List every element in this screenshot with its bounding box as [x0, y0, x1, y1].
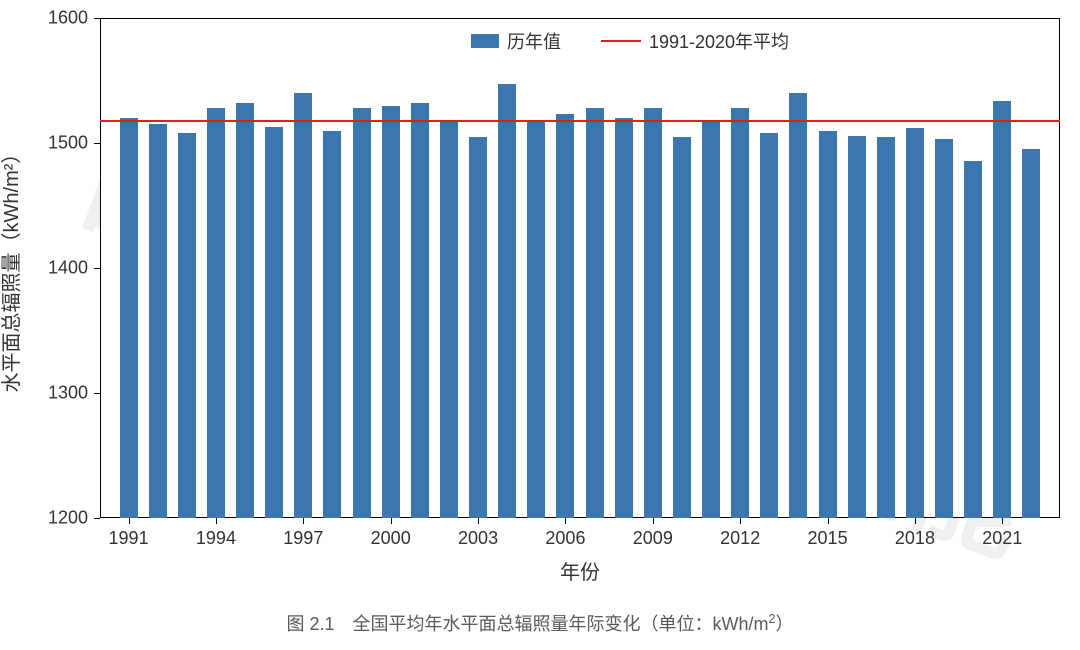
bar [411, 103, 429, 518]
reference-line [100, 120, 1060, 122]
x-tick [303, 518, 304, 524]
plot-border-right [1059, 18, 1060, 518]
bar [702, 121, 720, 519]
x-tick-label: 1994 [196, 528, 236, 549]
bar [469, 137, 487, 518]
bar [819, 131, 837, 519]
x-tick-label: 2003 [458, 528, 498, 549]
bar [760, 133, 778, 518]
y-tick [94, 393, 100, 394]
x-tick-label: 2012 [720, 528, 760, 549]
bar [498, 84, 516, 518]
x-tick-label: 2021 [982, 528, 1022, 549]
plot-area [100, 18, 1060, 518]
y-tick [94, 268, 100, 269]
bar [1022, 149, 1040, 518]
bar [906, 128, 924, 518]
bar [207, 108, 225, 518]
figure-caption: 图 2.1 全国平均年水平面总辐照量年际变化（单位：kWh/m2） [286, 610, 793, 636]
legend-item-bar: 历年值 [471, 28, 561, 54]
caption-prefix: 图 2.1 全国平均年水平面总辐照量年际变化（单位：kWh/m [286, 614, 768, 634]
bar [615, 118, 633, 518]
x-tick [216, 518, 217, 524]
bar [178, 133, 196, 518]
bar [935, 139, 953, 518]
plot-border-left [100, 18, 101, 518]
legend-line-label: 1991-2020年平均 [649, 28, 789, 54]
x-tick [740, 518, 741, 524]
x-tick [391, 518, 392, 524]
y-tick-label: 1200 [0, 508, 88, 529]
bar [382, 106, 400, 519]
bar [789, 93, 807, 518]
x-tick [478, 518, 479, 524]
x-tick-label: 2015 [808, 528, 848, 549]
x-tick-label: 2006 [545, 528, 585, 549]
bar [527, 121, 545, 519]
bar [149, 124, 167, 518]
x-tick-label: 1991 [109, 528, 149, 549]
y-tick [94, 518, 100, 519]
y-axis-title: 水平面总辐照量（kWh/m²） [0, 144, 24, 393]
bar [964, 161, 982, 519]
bar [440, 121, 458, 519]
legend: 历年值 1991-2020年平均 [471, 28, 789, 54]
y-tick [94, 18, 100, 19]
chart-container: 国气象局风能太阳能 12001300140015001600 水平面总辐照量（k… [0, 0, 1080, 650]
bar [848, 136, 866, 519]
legend-swatch-line [601, 40, 641, 42]
x-tick-label: 1997 [283, 528, 323, 549]
x-tick [653, 518, 654, 524]
y-tick [94, 143, 100, 144]
caption-suffix: ） [776, 614, 794, 634]
bar [294, 93, 312, 518]
bar [353, 108, 371, 518]
bar [265, 127, 283, 518]
y-tick-label: 1600 [0, 8, 88, 29]
bar [556, 114, 574, 518]
x-tick [565, 518, 566, 524]
x-tick-label: 2018 [895, 528, 935, 549]
bar [877, 137, 895, 518]
bar [644, 108, 662, 518]
x-tick [1002, 518, 1003, 524]
x-tick [915, 518, 916, 524]
x-tick [129, 518, 130, 524]
bar [120, 118, 138, 518]
x-tick [828, 518, 829, 524]
x-tick-label: 2000 [371, 528, 411, 549]
bar [586, 108, 604, 518]
legend-swatch-bar [471, 34, 499, 48]
bar [236, 103, 254, 518]
legend-item-line: 1991-2020年平均 [601, 28, 789, 54]
x-axis-title: 年份 [560, 556, 600, 585]
bar [731, 108, 749, 518]
bar [993, 101, 1011, 519]
bar [673, 137, 691, 518]
bar [323, 131, 341, 519]
plot-border-top [100, 18, 1060, 19]
caption-sup: 2 [769, 612, 776, 626]
legend-bar-label: 历年值 [507, 28, 561, 54]
x-tick-label: 2009 [633, 528, 673, 549]
